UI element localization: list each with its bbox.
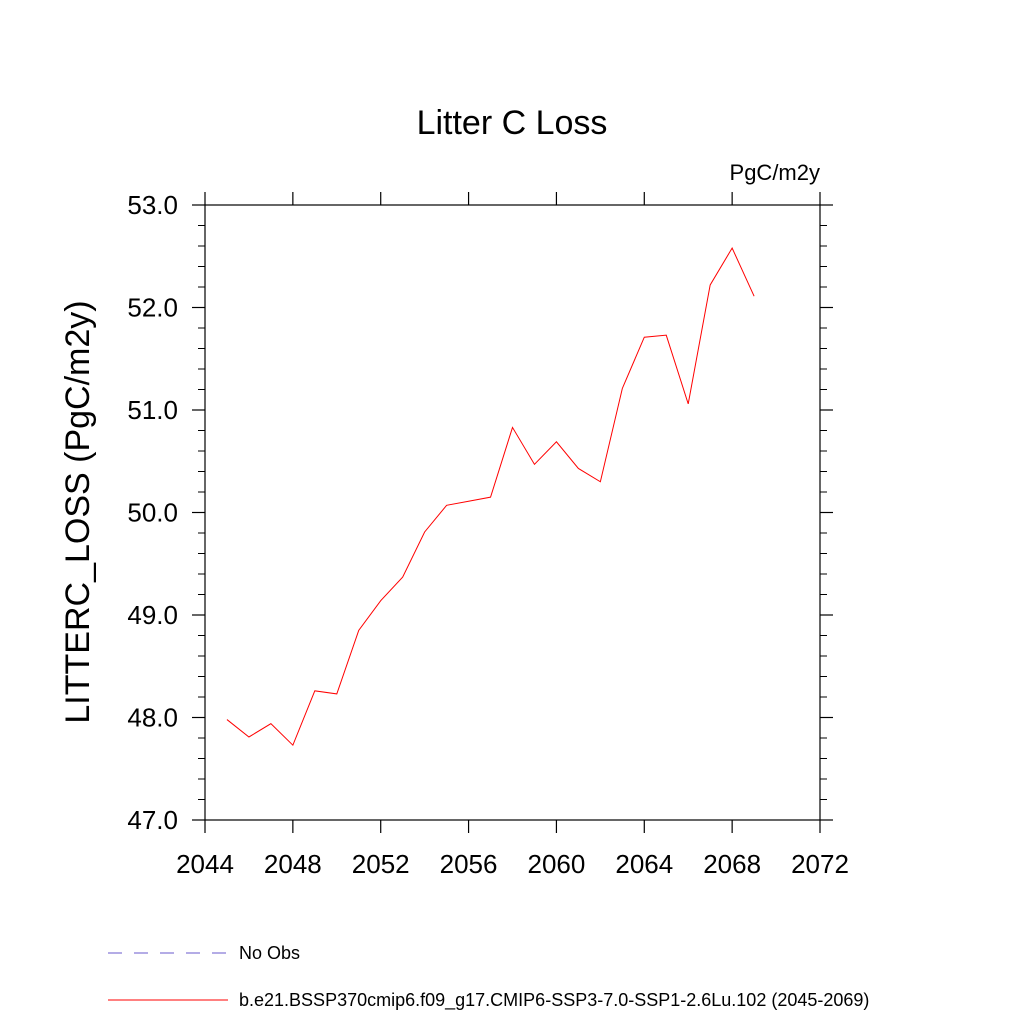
plot-frame	[204, 204, 821, 821]
y-tick-label: 50.0	[127, 498, 178, 528]
x-tick-label: 2064	[615, 849, 673, 879]
series-line	[226, 246, 755, 747]
y-axis-label: LITTERC_LOSS (PgC/m2y)	[59, 300, 97, 723]
y-tick-labels: 47.0 48.0 49.0 50.0 51.0 52.0 53.0	[127, 190, 178, 835]
tick-marks	[192, 192, 833, 833]
y-tick-label: 48.0	[127, 703, 178, 733]
x-tick-label: 2044	[176, 849, 234, 879]
x-tick-label: 2072	[791, 849, 849, 879]
units-label: PgC/m2y	[730, 160, 820, 185]
x-tick-label: 2048	[264, 849, 322, 879]
y-tick-label: 51.0	[127, 395, 178, 425]
y-tick-label: 47.0	[127, 805, 178, 835]
y-tick-label: 52.0	[127, 293, 178, 323]
x-tick-label: 2068	[703, 849, 761, 879]
y-tick-label: 49.0	[127, 600, 178, 630]
x-tick-label: 2056	[440, 849, 498, 879]
series-lines	[226, 246, 755, 747]
legend-label-model: b.e21.BSSP370cmip6.f09_g17.CMIP6-SSP3-7.…	[239, 990, 869, 1011]
x-tick-label: 2052	[352, 849, 410, 879]
y-tick-label: 53.0	[127, 190, 178, 220]
legend-label-no-obs: No Obs	[239, 943, 300, 963]
chart-title: Litter C Loss	[417, 104, 608, 142]
x-tick-label: 2060	[528, 849, 586, 879]
legend: No Obs b.e21.BSSP370cmip6.f09_g17.CMIP6-…	[108, 943, 869, 1011]
x-tick-labels: 2044 2048 2052 2056 2060 2064 2068 2072	[176, 849, 849, 879]
